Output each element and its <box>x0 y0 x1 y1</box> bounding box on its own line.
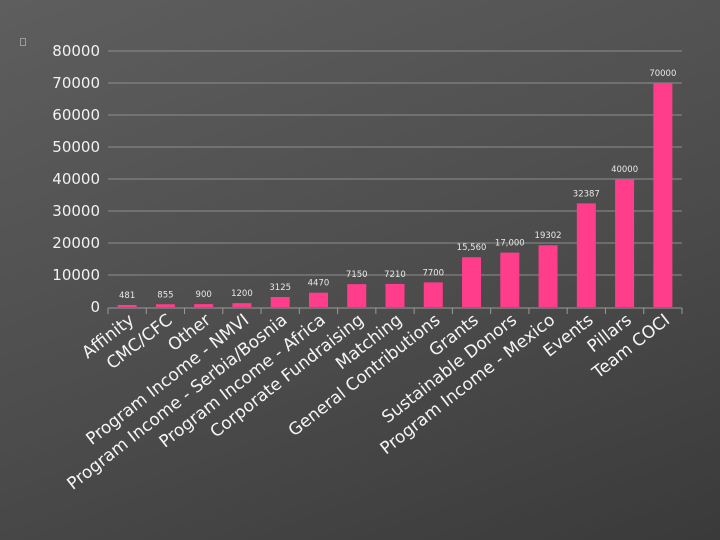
y-tick-label: 20000 <box>52 234 100 252</box>
data-label: 7210 <box>384 270 406 280</box>
data-label: 15,560 <box>457 243 487 253</box>
bar <box>538 245 558 307</box>
bar <box>270 297 290 307</box>
bullet-marker <box>20 38 26 46</box>
y-tick-label: 70000 <box>52 74 100 92</box>
y-tick-label: 80000 <box>52 42 100 60</box>
bar <box>423 282 443 307</box>
data-label: 19302 <box>535 231 562 241</box>
data-label: 7700 <box>422 268 444 278</box>
data-label: 7150 <box>346 270 368 280</box>
bar <box>653 83 673 307</box>
bar <box>500 252 520 307</box>
bars <box>117 83 673 307</box>
bar <box>347 284 367 307</box>
data-label: 481 <box>119 291 135 301</box>
data-label: 40000 <box>611 165 638 175</box>
y-tick-label: 40000 <box>52 170 100 188</box>
data-labels: 481 855 900 1200 3125 4470 7150 7210 7700 15,560 1… <box>119 69 676 301</box>
y-tick-label: 50000 <box>52 138 100 156</box>
bar <box>576 203 596 307</box>
gridlines <box>108 50 682 276</box>
bar <box>155 304 175 307</box>
bar <box>117 305 137 307</box>
data-label: 855 <box>157 290 173 300</box>
y-axis: 0 10000 20000 30000 40000 50000 60000 70000 8000… <box>52 42 100 316</box>
bar <box>194 304 214 307</box>
data-label: 900 <box>196 290 212 300</box>
y-tick-label: 60000 <box>52 106 100 124</box>
y-tick-label: 10000 <box>52 266 100 284</box>
data-label: 4470 <box>308 279 330 289</box>
bar <box>308 292 328 307</box>
data-label: 32387 <box>573 189 600 199</box>
data-label: 70000 <box>649 69 676 79</box>
bar <box>462 257 482 307</box>
data-label: 3125 <box>269 283 291 293</box>
data-label: 1200 <box>231 289 253 299</box>
bar <box>615 179 635 307</box>
y-tick-label: 0 <box>90 298 100 316</box>
bar <box>385 283 405 307</box>
data-label: 17,000 <box>495 239 525 249</box>
bar <box>232 303 252 307</box>
y-tick-label: 30000 <box>52 202 100 220</box>
